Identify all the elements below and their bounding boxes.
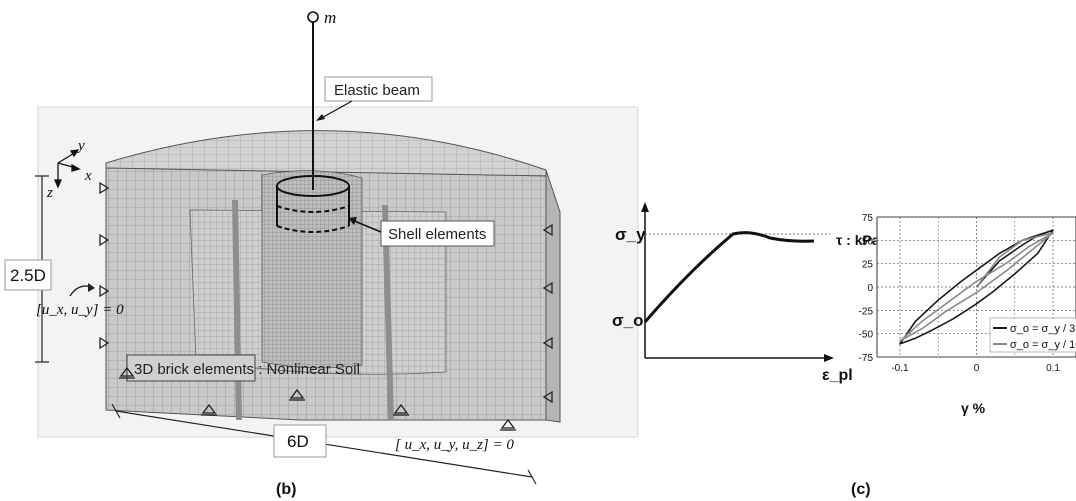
- chart-x-tick-label: 0.1: [1046, 363, 1060, 374]
- panel-c: τ : kPa 75 50 25 0 -25 -50 -75 -0.1 0 0.1 σ_o = σ_…: [836, 213, 1076, 498]
- bc-base-label: [ u_x, u_y, u_z] = 0: [395, 437, 514, 453]
- chart-y-tick-label: 50: [862, 236, 874, 247]
- axes-triad: [54, 149, 81, 189]
- chart-legend-label: σ_o = σ_y / 10: [1010, 339, 1076, 351]
- shell-elements-label: Shell elements: [388, 226, 486, 243]
- axis-x-label: x: [84, 168, 92, 184]
- chart-hysteresis: 75 50 25 0 -25 -50 -75 -0.1 0 0.1 σ_o = σ_y / 3 σ_o…: [859, 213, 1076, 374]
- stress-strain-curve: [643, 231, 815, 323]
- pin-supports-bottom: [119, 366, 516, 431]
- panel-b: m Elastic beam Shell elements 3D brick e…: [4, 8, 639, 498]
- chart-y-tick-label: -25: [859, 306, 874, 317]
- stress-x-label: ε_pl: [822, 367, 853, 384]
- chart-y-tick-label: -50: [859, 330, 874, 341]
- bc-side-label: [u_x, u_y] = 0: [36, 302, 124, 318]
- chart-y-tick-label: 25: [862, 260, 874, 271]
- chart-x-label: γ %: [961, 400, 986, 416]
- shell-elements-arrowhead: [348, 217, 357, 225]
- mass-label: m: [324, 8, 336, 27]
- shell-elements-label-box: [380, 220, 495, 247]
- chart-legend-box: [989, 317, 1076, 353]
- height-label-box: [4, 259, 52, 291]
- roller-supports-right: [542, 223, 553, 404]
- elastic-beam-label: Elastic beam: [334, 82, 420, 99]
- mesh-pile-zone: [261, 170, 363, 369]
- stress-y-arrowhead: [641, 202, 649, 212]
- chart-legend-label: σ_o = σ_y / 3: [1010, 323, 1075, 335]
- mass-node: [307, 11, 319, 23]
- chart-series-line: [899, 229, 1054, 345]
- shell-elements-pointer: [351, 219, 382, 233]
- axis-z-label: z: [46, 185, 53, 201]
- panel-c-caption: (c): [851, 481, 871, 498]
- mesh-strip-right: [382, 205, 394, 420]
- width-label: 6D: [287, 432, 309, 451]
- elastic-beam-label-box: [324, 76, 433, 102]
- width-label-box: [273, 424, 327, 458]
- stress-yield-label: σ_y: [615, 225, 646, 244]
- roller-supports-left: [99, 181, 110, 350]
- height-label: 2.5D: [10, 266, 46, 285]
- chart-x-tick-label: 0: [974, 363, 980, 374]
- panel-b-caption: (b): [276, 481, 296, 498]
- chart-y-tick-label: 75: [862, 213, 874, 224]
- bc-side-arrowhead: [88, 283, 95, 292]
- elastic-beam-arrowhead: [316, 114, 325, 121]
- brick-elements-label: 3D brick elements : Nonlinear Soil: [134, 361, 360, 378]
- chart-unit-label: τ : kPa: [836, 232, 880, 248]
- chart-y-tick-label: 0: [867, 283, 873, 294]
- chart-x-tick-label: -0.1: [891, 363, 909, 374]
- chart-series-line: [899, 232, 1054, 342]
- stress-initial-label: σ_o: [612, 311, 643, 330]
- chart-y-tick-label: -75: [859, 353, 874, 364]
- stress-x-arrowhead: [824, 354, 834, 362]
- mesh-right-face: [545, 169, 561, 423]
- axis-y-label: y: [76, 138, 85, 154]
- shell-cylinder: [276, 175, 350, 233]
- panel-stress-strain: σ_y σ_o ε_pl: [612, 202, 853, 384]
- brick-elements-label-box: [126, 354, 256, 382]
